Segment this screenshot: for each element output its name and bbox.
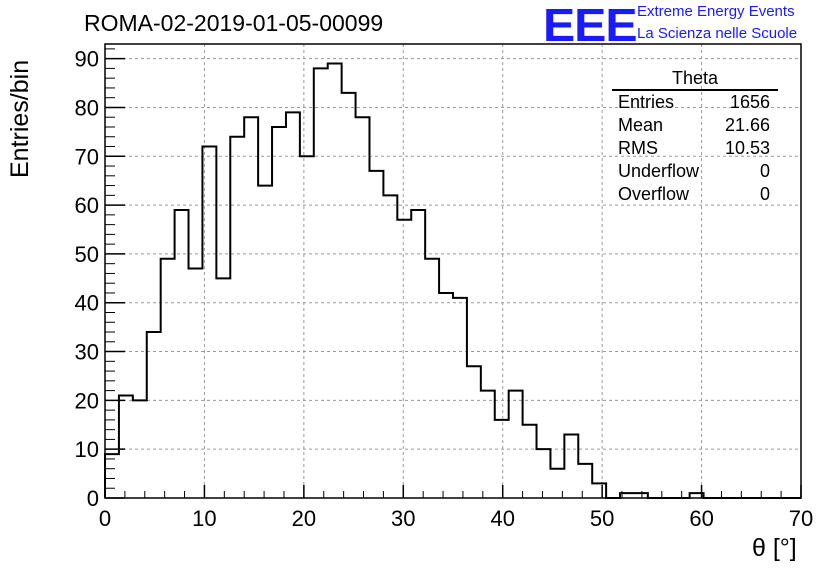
histogram-bin: [161, 259, 175, 498]
stats-label: Underflow: [618, 161, 700, 181]
x-tick-label: 0: [99, 506, 111, 531]
histogram-bin: [397, 220, 411, 498]
histogram-bin: [342, 93, 356, 498]
x-tick-label: 10: [192, 506, 216, 531]
histogram-bin: [592, 483, 606, 498]
stats-title: Theta: [612, 68, 778, 91]
stats-box: Theta Entries 1656 Mean 21.66 RMS 10.53 …: [612, 68, 778, 206]
histogram-bin: [272, 127, 286, 498]
stats-row-entries: Entries 1656: [612, 91, 778, 114]
histogram-bin: [439, 293, 453, 498]
histogram-bin: [523, 425, 537, 498]
histogram-bin: [300, 156, 314, 498]
histogram-bin: [509, 391, 523, 498]
y-tick-label: 10: [75, 437, 99, 462]
y-tick-label: 30: [75, 340, 99, 365]
histogram-bin: [481, 391, 495, 498]
stats-row-rms: RMS 10.53: [612, 137, 778, 160]
x-tick-label: 50: [590, 506, 614, 531]
histogram-bin: [578, 464, 592, 498]
histogram-series: [104, 62, 801, 499]
stats-label: RMS: [618, 138, 658, 158]
chart-title: ROMA-02-2019-01-05-00099: [84, 10, 384, 36]
histogram-bin: [105, 454, 119, 498]
stats-value: 10.53: [724, 138, 770, 158]
histogram-bin: [537, 449, 551, 498]
histogram-bin: [119, 395, 133, 498]
x-tick-label: 20: [292, 506, 316, 531]
histogram-bin: [286, 112, 300, 498]
histogram-bin: [244, 117, 258, 498]
y-tick-label: 90: [75, 47, 99, 72]
stats-row-mean: Mean 21.66: [612, 114, 778, 137]
y-tick-label: 20: [75, 388, 99, 413]
plot-frame: [104, 43, 802, 499]
eee-logo: EEE: [543, 0, 638, 51]
stats-row-underflow: Underflow 0: [612, 160, 778, 183]
stats-value: 0: [759, 184, 770, 204]
y-axis-label: Entries/bin: [6, 59, 34, 178]
logo-line-2: La Scienza nelle Scuole: [637, 25, 798, 42]
x-axis-label: θ [°]: [752, 534, 797, 562]
histogram-bin: [453, 298, 467, 498]
x-tick-label: 40: [490, 506, 514, 531]
x-tick-label: 60: [689, 506, 713, 531]
histogram-bin: [328, 64, 342, 498]
histogram-bin: [216, 278, 230, 498]
stats-label: Mean: [618, 115, 664, 135]
y-tick-label: 70: [75, 144, 99, 169]
histogram-bin: [133, 400, 147, 498]
histogram-bin: [147, 332, 161, 498]
y-tick-label: 0: [87, 486, 99, 511]
x-tick-label: 30: [391, 506, 415, 531]
histogram-bin: [175, 210, 189, 498]
x-tick-label: 70: [789, 506, 813, 531]
y-tick-label: 80: [75, 95, 99, 120]
logo-line-1: Extreme Energy Events: [637, 3, 795, 20]
histogram-bin: [467, 366, 481, 498]
histogram-bin: [564, 435, 578, 498]
stats-label: Overflow: [618, 184, 690, 204]
histogram-bin: [314, 68, 328, 498]
histogram-bin: [230, 137, 244, 498]
stats-row-overflow: Overflow 0: [612, 183, 778, 206]
y-tick-label: 60: [75, 193, 99, 218]
y-tick-label: 50: [75, 242, 99, 267]
histogram-bin: [411, 210, 425, 498]
histogram-bin: [495, 420, 509, 498]
stats-value: 21.66: [724, 115, 770, 135]
stats-value: 0: [759, 161, 770, 181]
histogram-bin: [383, 195, 397, 498]
histogram-bin: [356, 117, 370, 498]
histogram-bin: [258, 186, 272, 498]
stats-label: Entries: [618, 92, 675, 112]
histogram-bin: [425, 259, 439, 498]
y-tick-label: 40: [75, 291, 99, 316]
stats-value: 1656: [729, 92, 770, 112]
